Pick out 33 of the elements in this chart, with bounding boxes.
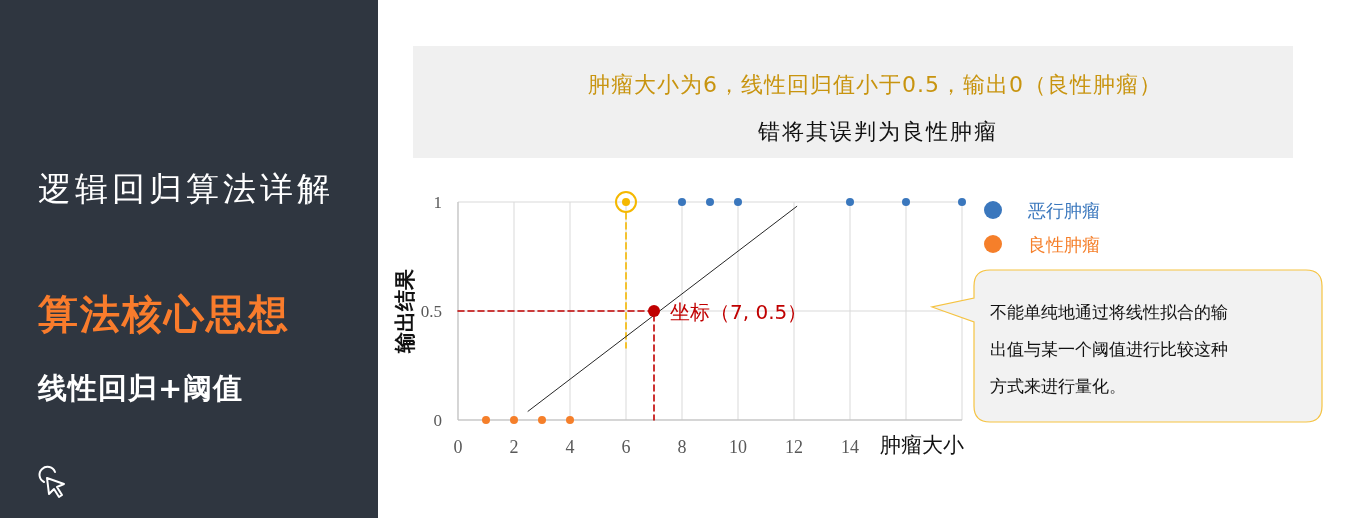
text: 线性回归+阈值: [37, 371, 244, 405]
x-tick-label: 0: [453, 437, 463, 457]
point: [734, 198, 742, 206]
point: [706, 198, 714, 206]
point: [846, 198, 854, 206]
y-tick-label: 0: [433, 411, 442, 430]
x-tick-label: 14: [841, 437, 859, 457]
chart-subtitle: 错将其误判为良性肿瘤: [757, 119, 998, 144]
x-tick-label: 12: [785, 437, 803, 457]
annotation: 坐标（7, 0.5）: [670, 300, 808, 324]
y-tick-label: 1: [433, 193, 442, 212]
x-axis-title: 肿瘤大小: [880, 433, 964, 457]
point: [566, 416, 574, 424]
legend-label: 恶行肿瘤: [1027, 200, 1100, 221]
x-tick-label: 10: [729, 437, 747, 457]
point: [510, 416, 518, 424]
x-tick-label: 4: [565, 437, 575, 457]
point: [678, 198, 686, 206]
text: 不能单纯地通过将线性拟合的输出值与某一个阈值进行比较这种方式来进行量化。: [990, 302, 1228, 396]
x-tick-label: 8: [677, 437, 687, 457]
point: [648, 305, 660, 317]
legend-label: 良性肿瘤: [1028, 234, 1100, 255]
text: 逻辑回归算法详解: [38, 169, 334, 208]
x-tick-label: 2: [509, 437, 519, 457]
chart-title: 肿瘤大小为6，线性回归值小于0.5，输出0（良性肿瘤）: [588, 72, 1162, 97]
y-tick-label: 0.5: [420, 302, 442, 321]
point: [958, 198, 966, 206]
point: [482, 416, 490, 424]
text: 算法核心思想: [37, 291, 290, 337]
point: [902, 198, 910, 206]
x-tick-label: 6: [621, 437, 631, 457]
y-axis-title: 输出结果: [393, 269, 417, 354]
point: [538, 416, 546, 424]
